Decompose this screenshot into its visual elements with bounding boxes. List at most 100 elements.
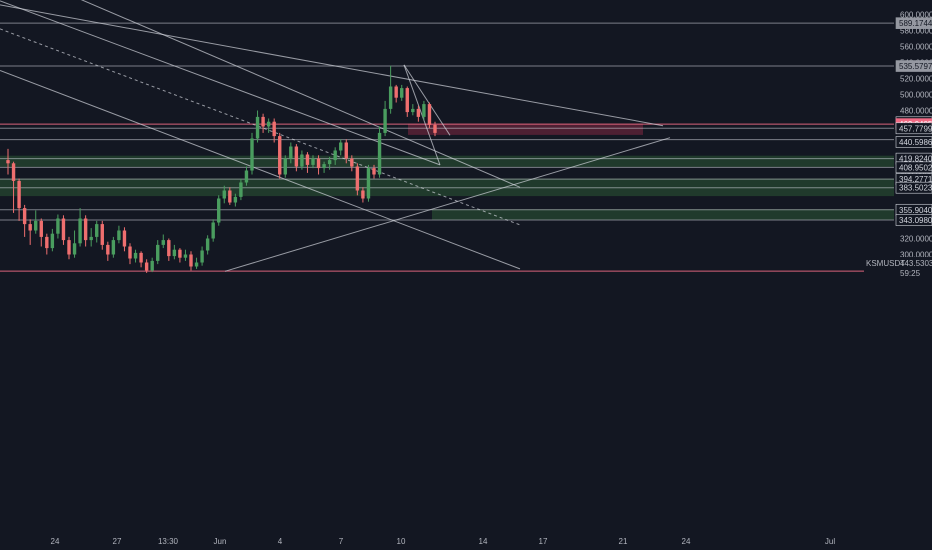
price-tag-label: 589.1744	[899, 19, 932, 28]
candle-body	[167, 240, 171, 257]
candle-body	[411, 108, 415, 113]
candle-body	[250, 138, 254, 171]
candle-body	[200, 250, 204, 263]
time-axis-panel[interactable]	[0, 532, 932, 550]
last-price-symbol: KSMUSDT	[866, 259, 905, 268]
candle-body	[228, 190, 232, 203]
x-tick-label: Jul	[825, 537, 835, 546]
candle-body	[222, 190, 226, 199]
trendline	[0, 4, 664, 127]
trendline	[80, 0, 521, 188]
price-tag-bg	[895, 60, 932, 72]
candle-body	[255, 116, 260, 139]
price-tag-bg	[895, 136, 932, 148]
candle-layer	[6, 65, 437, 273]
price-tag-label: 440.5986	[899, 138, 932, 147]
candle-body	[67, 240, 71, 255]
candle-body	[83, 218, 88, 241]
candle-body	[433, 124, 437, 133]
y-tick-label: 500.0000	[900, 91, 932, 100]
candle-body	[178, 249, 182, 258]
candle-body	[161, 240, 165, 245]
zone-supply	[408, 123, 643, 135]
trendline-layer	[0, 0, 671, 272]
last-price-marker: KSMUSDT 443.5303 59:25	[864, 257, 932, 279]
candle-body	[261, 116, 265, 127]
price-tag-label: 419.8240	[899, 155, 932, 164]
candle-body	[194, 262, 199, 267]
x-tick-label: Jun	[214, 537, 227, 546]
x-tick-label: 27	[113, 537, 122, 546]
candle-body	[183, 254, 188, 258]
last-price-countdown: 59:25	[900, 269, 921, 278]
candle-body	[172, 249, 177, 257]
price-tag-label: 457.7799	[899, 124, 932, 133]
zone-demand	[0, 155, 894, 167]
candle-body	[244, 170, 249, 183]
candle-body	[372, 168, 376, 175]
candle-body	[34, 220, 38, 231]
price-tag-label: 383.5023	[899, 184, 932, 193]
candle-body	[150, 260, 154, 271]
candle-body	[133, 252, 138, 259]
candle-body	[106, 244, 110, 255]
y-tick-label: 560.0000	[900, 43, 932, 52]
candle-body	[56, 218, 60, 234]
y-tick-label: 580.0000	[900, 27, 932, 36]
price-tag-label: 343.0980	[899, 216, 932, 225]
candle-body	[311, 158, 315, 165]
zone-demand	[432, 209, 894, 220]
level-layer	[0, 22, 894, 272]
y-tick-label: 320.0000	[900, 235, 932, 244]
trendline	[403, 64, 451, 136]
trendline	[403, 64, 441, 166]
candle-body	[78, 218, 82, 244]
candle-body	[117, 230, 121, 241]
candle-body	[217, 198, 221, 223]
trendline	[0, 28, 521, 226]
candle-body	[111, 240, 116, 255]
candle-body	[316, 158, 321, 169]
price-tag-bg	[895, 122, 932, 135]
candle-body	[422, 104, 426, 117]
candle-body	[61, 218, 66, 241]
candle-body	[211, 222, 215, 239]
candle-body	[294, 146, 299, 167]
x-tick-label: 7	[339, 537, 344, 546]
last-price-value: 443.5303	[900, 259, 932, 268]
candle-body	[405, 88, 409, 113]
price-tag-bg	[895, 214, 932, 226]
candle-body	[205, 238, 210, 251]
candle-body	[128, 246, 132, 259]
price-tag-bg	[895, 181, 932, 194]
candle-body	[283, 158, 287, 175]
candle-body	[189, 254, 193, 267]
candle-body	[95, 224, 99, 237]
candle-body	[39, 220, 43, 237]
candle-body	[6, 160, 10, 164]
trendline	[0, 0, 441, 166]
candle-body	[327, 160, 332, 165]
x-tick-label: 10	[397, 537, 406, 546]
candle-body	[355, 166, 360, 191]
candle-body	[377, 132, 382, 175]
candle-body	[272, 121, 276, 137]
candle-body	[300, 154, 304, 167]
x-tick-label: 24	[51, 537, 60, 546]
last-price-bg	[864, 257, 932, 279]
candle-body	[122, 230, 127, 247]
candle-body	[28, 224, 32, 231]
candle-body	[22, 208, 27, 225]
candle-body	[366, 168, 371, 199]
candle-body	[45, 236, 49, 249]
candle-body	[239, 182, 243, 197]
candle-body	[344, 142, 348, 159]
x-tick-label: 14	[479, 537, 488, 546]
candle-body	[350, 158, 354, 167]
candle-body	[50, 233, 55, 249]
candle-body	[233, 196, 238, 203]
candle-body	[144, 262, 149, 271]
price-tag-label: 408.9502	[899, 163, 932, 172]
